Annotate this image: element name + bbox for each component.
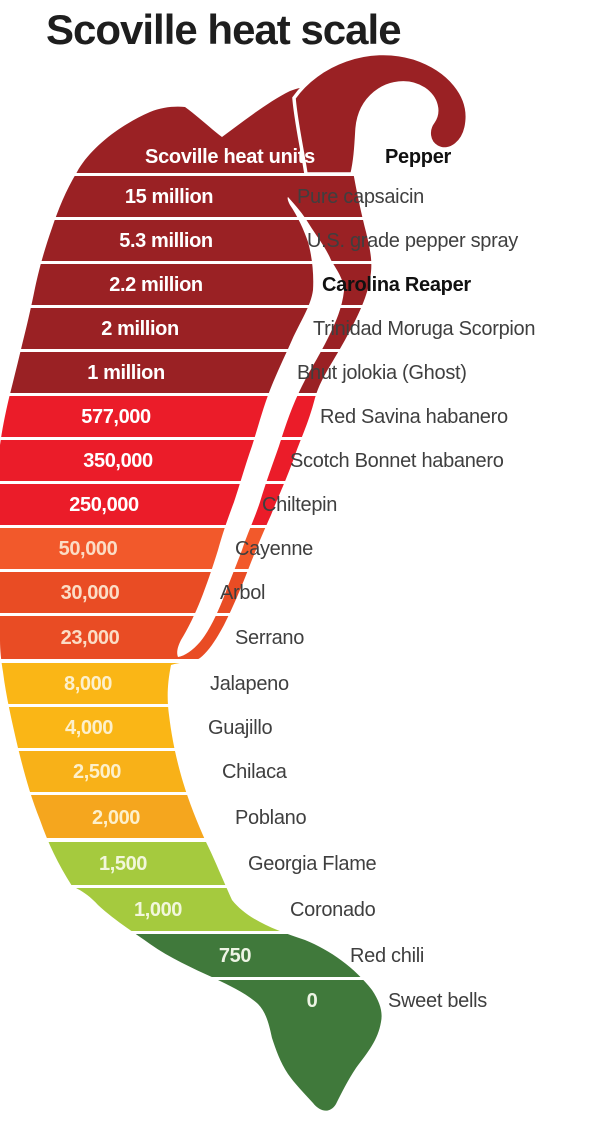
value-350000: 350,000 xyxy=(83,450,153,472)
label-chilaca: Chilaca xyxy=(222,761,288,783)
value-2000: 2,000 xyxy=(92,807,140,829)
value-8000: 8,000 xyxy=(64,673,112,695)
label-trinidad-moruga-scorpion: Trinidad Moruga Scorpion xyxy=(313,318,535,340)
pepper-shine-highlight xyxy=(177,197,344,657)
value-2-million: 2 million xyxy=(101,318,179,340)
value-750: 750 xyxy=(219,945,251,967)
column-header-scoville-units: Scoville heat units xyxy=(145,146,315,168)
band-4000 xyxy=(0,707,382,748)
value-2500: 2,500 xyxy=(73,761,121,783)
label-us-grade-pepper-spray: U.S. grade pepper spray xyxy=(307,230,518,252)
label-guajillo: Guajillo xyxy=(208,717,272,739)
scoville-values: 15 million 5.3 million 2.2 million 2 mil… xyxy=(59,186,318,1012)
label-bhut-jolokia-ghost: Bhut jolokia (Ghost) xyxy=(297,362,467,384)
band-30000 xyxy=(0,572,382,613)
pepper-stem xyxy=(292,51,469,176)
label-red-chili: Red chili xyxy=(350,945,424,967)
label-chiltepin: Chiltepin xyxy=(262,494,337,516)
label-cayenne: Cayenne xyxy=(235,538,313,560)
label-carolina-reaper: Carolina Reaper xyxy=(322,274,471,296)
label-scotch-bonnet-habanero: Scotch Bonnet habanero xyxy=(290,450,504,472)
band-8000 xyxy=(0,663,382,704)
label-georgia-flame: Georgia Flame xyxy=(248,853,377,875)
label-poblano: Poblano xyxy=(235,807,306,829)
value-1000: 1,000 xyxy=(134,899,182,921)
label-coronado: Coronado xyxy=(290,899,376,921)
band-0-and-tail xyxy=(0,980,382,1111)
value-577000: 577,000 xyxy=(81,406,151,428)
label-serrano: Serrano xyxy=(235,627,304,649)
value-250000: 250,000 xyxy=(69,494,139,516)
value-23000: 23,000 xyxy=(61,627,120,649)
band-2000 xyxy=(0,795,382,838)
value-2-2-million: 2.2 million xyxy=(109,274,202,296)
value-1-million: 1 million xyxy=(87,362,165,384)
pepper-labels: Pure capsaicin U.S. grade pepper spray C… xyxy=(208,186,535,1012)
label-red-savina-habanero: Red Savina habanero xyxy=(320,406,508,428)
band-1-million xyxy=(0,352,382,393)
label-arbol: Arbol xyxy=(220,582,265,604)
value-1500: 1,500 xyxy=(99,853,147,875)
value-30000: 30,000 xyxy=(61,582,120,604)
column-header-pepper: Pepper xyxy=(385,146,452,168)
value-5-3-million: 5.3 million xyxy=(119,230,212,252)
value-4000: 4,000 xyxy=(65,717,113,739)
value-15-million: 15 million xyxy=(125,186,213,208)
band-750 xyxy=(0,934,382,977)
value-50000: 50,000 xyxy=(59,538,118,560)
page-title: Scoville heat scale xyxy=(46,6,401,53)
label-jalapeno: Jalapeno xyxy=(210,673,289,695)
band-2500 xyxy=(0,751,382,792)
value-0: 0 xyxy=(307,990,318,1012)
label-sweet-bells: Sweet bells xyxy=(388,990,487,1012)
label-pure-capsaicin: Pure capsaicin xyxy=(297,186,424,208)
